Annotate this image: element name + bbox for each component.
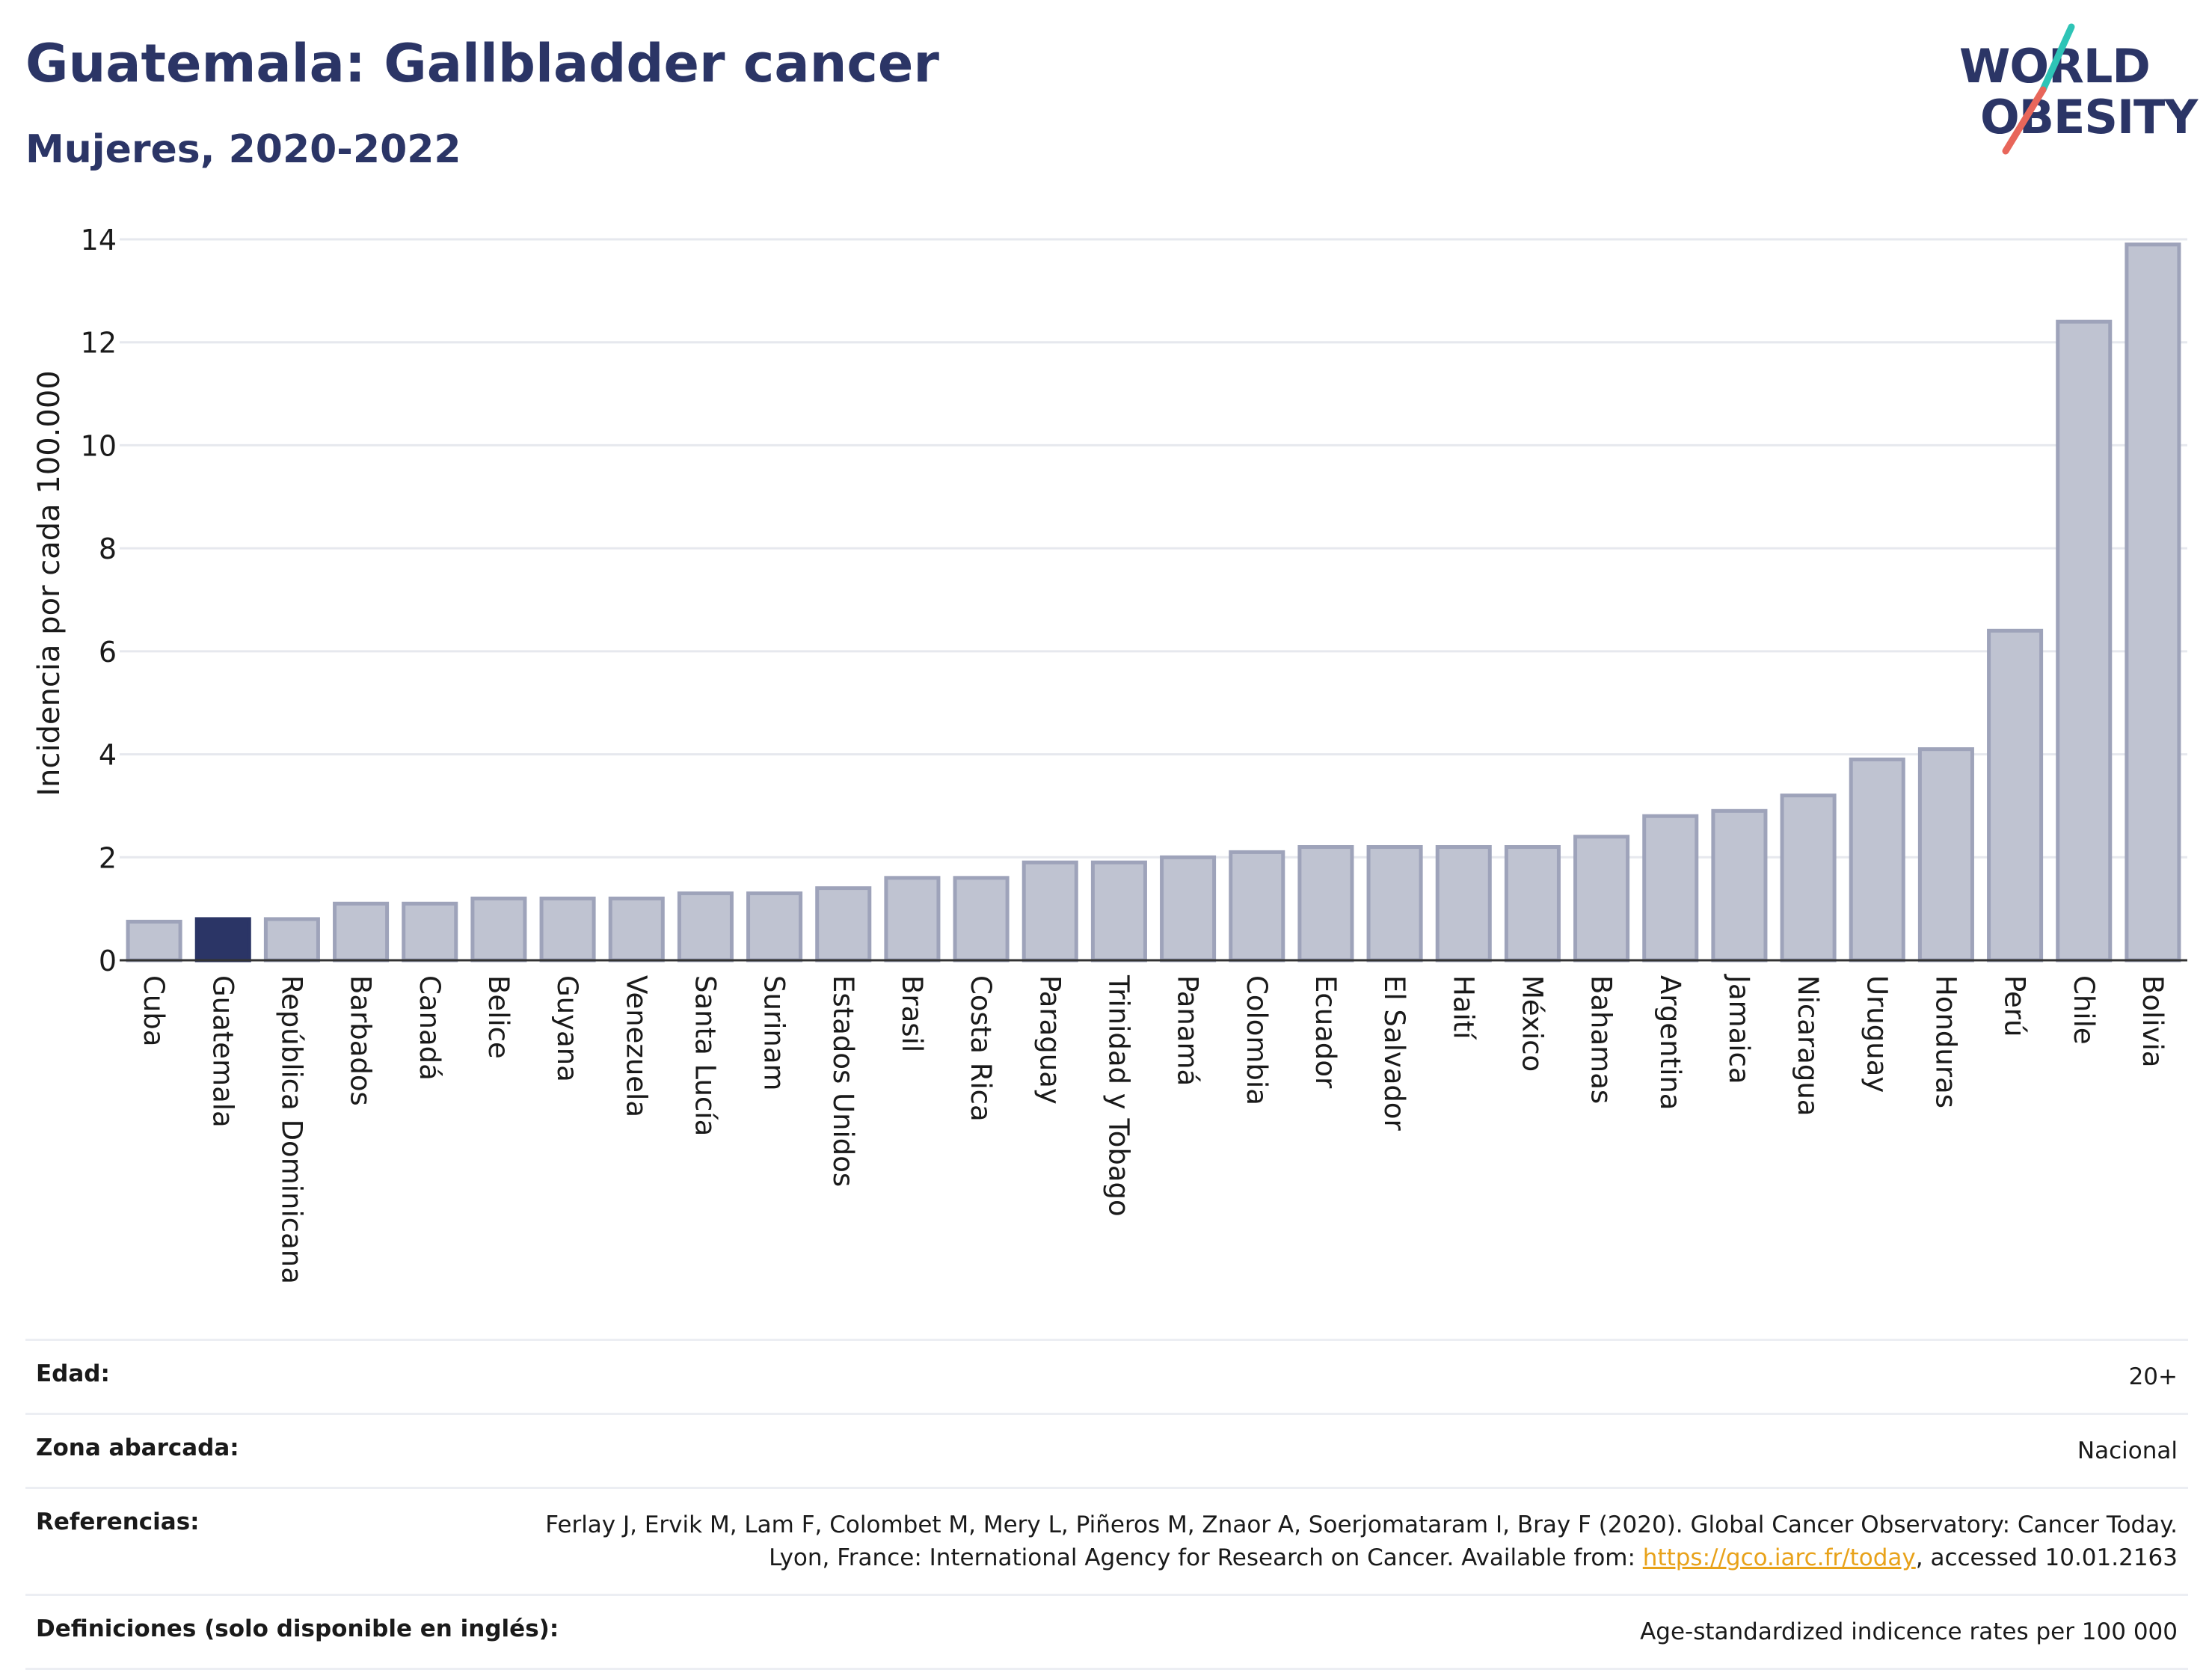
bar xyxy=(884,876,941,963)
x-tick-label: Jamaica xyxy=(1723,974,1755,1084)
bar xyxy=(1642,814,1699,963)
x-tick-label: Panamá xyxy=(1172,975,1204,1086)
x-tick-label: Brasil xyxy=(896,975,928,1052)
bar xyxy=(2125,242,2181,963)
reference-text-end: , accessed 10.01.2163 xyxy=(1915,1544,2178,1571)
y-tick-label: 14 xyxy=(81,224,117,257)
meta-key: Edad: xyxy=(36,1360,110,1387)
bar xyxy=(608,896,665,963)
bar xyxy=(539,896,596,963)
bar xyxy=(1711,808,1768,963)
bar xyxy=(194,917,251,963)
x-tick-label: Estados Unidos xyxy=(827,975,859,1187)
page-title: Guatemala: Gallbladder cancer xyxy=(25,33,939,94)
x-tick-label: El Salvador xyxy=(1378,975,1410,1132)
y-tick-label: 6 xyxy=(99,636,117,669)
bar xyxy=(1366,845,1423,963)
meta-value: 20+ xyxy=(2128,1363,2178,1390)
x-tick-label: Paraguay xyxy=(1033,975,1066,1105)
metadata-table: Edad: 20+ Zona abarcada: Nacional Refere… xyxy=(25,1339,2188,1670)
bar xyxy=(1021,860,1078,963)
x-tick-label: Bahamas xyxy=(1585,975,1617,1104)
x-tick-label: Colombia xyxy=(1241,975,1273,1105)
meta-key: Zona abarcada: xyxy=(36,1434,239,1461)
y-tick-label: 12 xyxy=(81,327,117,360)
meta-value: Nacional xyxy=(2077,1437,2178,1464)
bar xyxy=(1090,860,1147,963)
meta-row-age: Edad: 20+ xyxy=(25,1339,2188,1413)
bar xyxy=(263,917,320,963)
x-tick-label: Santa Lucía xyxy=(689,975,721,1136)
bar xyxy=(1297,845,1354,963)
y-tick-label: 0 xyxy=(99,945,117,977)
x-tick-label: Uruguay xyxy=(1861,975,1893,1093)
y-tick-label: 8 xyxy=(99,532,117,565)
bar xyxy=(470,896,527,963)
x-tick-label: Barbados xyxy=(345,975,377,1106)
bar xyxy=(402,901,458,963)
meta-row-definitions: Definiciones (solo disponible en inglés)… xyxy=(25,1594,2188,1670)
bar xyxy=(1504,845,1561,963)
reference-link[interactable]: https://gco.iarc.fr/today xyxy=(1642,1544,1916,1571)
world-obesity-logo: WORLD OBESITY xyxy=(1959,22,2199,157)
x-tick-label: Ecuador xyxy=(1309,975,1342,1089)
meta-value: Age-standardized indicence rates per 100… xyxy=(1640,1618,2178,1645)
meta-row-coverage: Zona abarcada: Nacional xyxy=(25,1413,2188,1487)
x-tick-label: México xyxy=(1516,975,1548,1072)
y-axis-label: Incidencia por cada 100.000 xyxy=(32,370,67,796)
x-tick-label: Cuba xyxy=(138,975,170,1046)
page-subtitle: Mujeres, 2020-2022 xyxy=(25,127,461,172)
meta-value: Ferlay J, Ervik M, Lam F, Colombet M, Me… xyxy=(532,1508,2178,1574)
y-tick-label: 4 xyxy=(99,739,117,772)
bar-chart: 0 2 4 6 8 10 12 14 Cuba Guatemala República Domini… xyxy=(81,224,2187,1284)
y-tick-label: 10 xyxy=(81,429,117,462)
meta-key: Referencias: xyxy=(36,1508,200,1535)
bar xyxy=(1987,628,2044,963)
x-tick-label: Bolivia xyxy=(2136,975,2169,1067)
x-tick-label: Guatemala xyxy=(206,975,239,1128)
x-tick-label: Canadá xyxy=(414,975,446,1081)
bar xyxy=(1229,850,1285,963)
meta-key: Definiciones (solo disponible en inglés)… xyxy=(36,1615,559,1642)
bar xyxy=(1780,793,1837,963)
bar xyxy=(1435,845,1492,963)
bar xyxy=(333,901,390,963)
x-tick-label: Surinam xyxy=(758,975,790,1091)
x-tick-label: Haití xyxy=(1447,975,1479,1040)
bar xyxy=(746,891,803,963)
x-tick-label: Honduras xyxy=(1929,975,1961,1108)
bar xyxy=(1573,835,1630,963)
x-tick-label: Costa Rica xyxy=(965,975,997,1122)
bar xyxy=(953,876,1010,963)
bar xyxy=(815,886,872,963)
x-tick-label: Argentina xyxy=(1654,975,1686,1110)
bar xyxy=(2056,319,2113,963)
bar xyxy=(1849,757,1905,963)
x-tick-label: Guyana xyxy=(551,975,583,1082)
bar xyxy=(677,891,734,963)
bar xyxy=(1160,855,1217,963)
meta-row-references: Referencias: Ferlay J, Ervik M, Lam F, C… xyxy=(25,1487,2188,1594)
x-tick-label: Perú xyxy=(1999,975,2031,1037)
x-tick-label: Belice xyxy=(482,975,514,1059)
x-tick-label: Venezuela xyxy=(620,975,652,1117)
x-tick-label: Trinidad y Tobago xyxy=(1102,974,1134,1217)
logo-slash-icon xyxy=(2002,23,2075,155)
x-tick-label: Chile xyxy=(2068,975,2100,1045)
x-tick-label: Nicaragua xyxy=(1792,975,1824,1116)
bar xyxy=(1917,747,1974,963)
y-tick-label: 2 xyxy=(99,841,117,874)
x-tick-label: República Dominicana xyxy=(275,975,307,1284)
bar xyxy=(126,919,182,963)
reference-text: Ferlay J, Ervik M, Lam F, Colombet M, Me… xyxy=(545,1511,2178,1571)
